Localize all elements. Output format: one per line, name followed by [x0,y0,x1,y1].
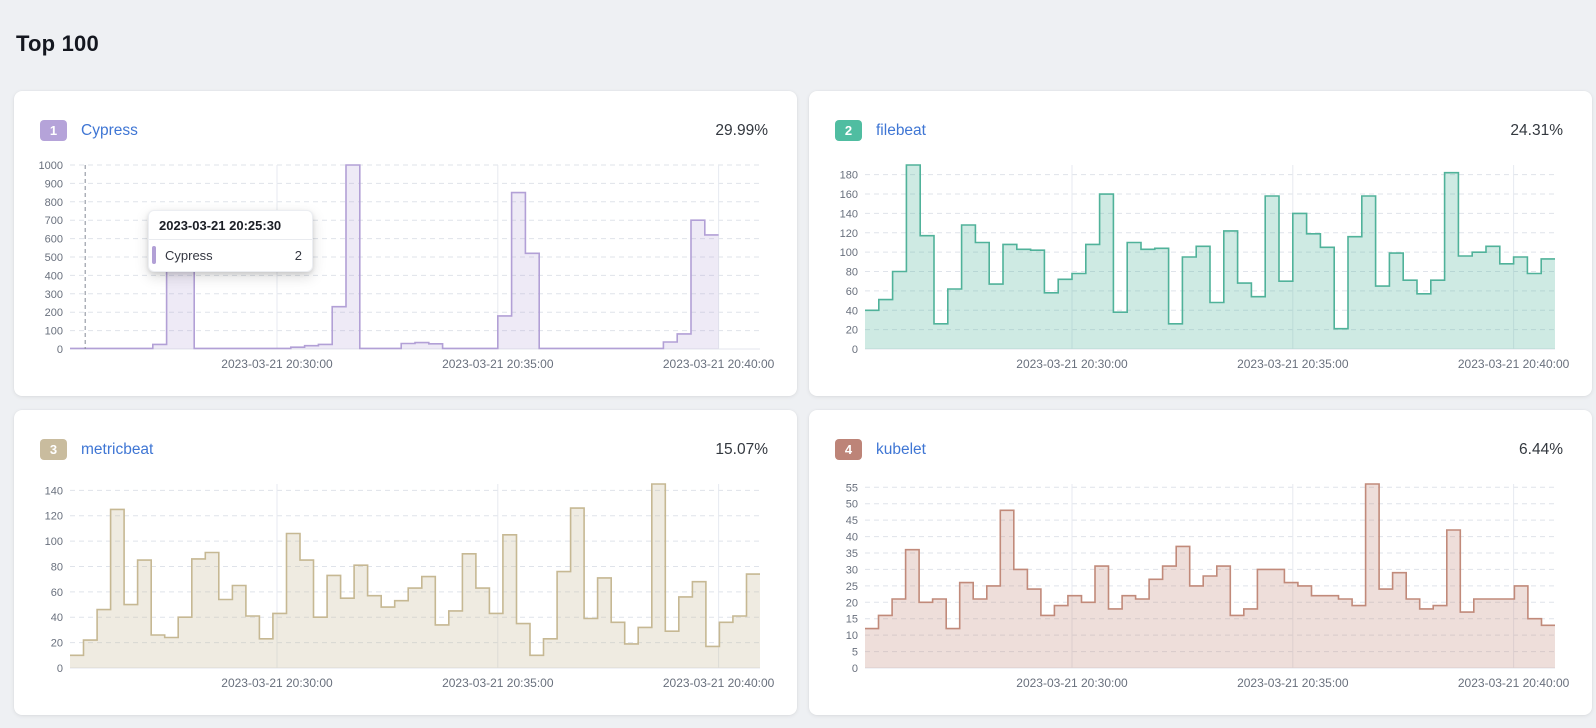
rank-badge: 2 [835,120,862,142]
y-axis-tick-label: 5 [852,647,858,659]
y-axis-tick-label: 600 [45,234,63,246]
tooltip-title: 2023-03-21 20:25:30 [149,211,312,241]
y-axis-tick-label: 100 [45,537,63,549]
chart-canvas-filebeat[interactable]: 0 20 40 60 80 100 120 140 160 180 2023-03-21 20:30… [819,151,1574,381]
x-axis-tick-label: 2023-03-21 20:35:00 [442,676,554,690]
y-axis-tick-label: 120 [45,511,63,523]
chart-canvas-kubelet[interactable]: 0 5 10 15 20 25 30 35 40 45 50 55 2023-03-21 20:30:0… [819,470,1574,700]
y-axis-tick-label: 80 [846,267,858,279]
y-axis-tick-label: 20 [51,638,63,650]
y-axis-tick-label: 400 [45,271,63,283]
y-axis-tick-label: 55 [846,483,858,495]
y-axis-tick-label: 80 [51,562,63,574]
y-axis-tick-label: 20 [846,598,858,610]
y-axis-tick-label: 1000 [39,160,63,172]
rank-badge: 1 [40,120,67,142]
y-axis-tick-label: 40 [846,306,858,318]
y-axis-tick-label: 50 [846,499,858,511]
chart-canvas-cypress[interactable]: 0 100 200 300 400 500 600 700 800 900 1000 2023-03-… [24,151,779,381]
y-axis-tick-label: 140 [840,209,858,221]
series-line [865,164,1555,330]
y-axis-tick-label: 15 [846,614,858,626]
chart-tooltip: 2023-03-21 20:25:30 Cypress 2 [148,210,313,273]
x-axis-tick-label: 2023-03-21 20:30:00 [221,676,333,690]
y-axis-tick-label: 100 [840,248,858,260]
x-axis-tick-label: 2023-03-21 20:40:00 [1458,357,1570,371]
y-axis-tick-label: 30 [846,565,858,577]
y-axis-tick-label: 500 [45,252,63,264]
series-line [70,164,719,350]
percent-value: 29.99% [715,121,768,139]
series-link-kubelet[interactable]: kubelet [876,440,926,458]
x-axis-tick-label: 2023-03-21 20:40:00 [663,357,775,371]
page-title: Top 100 [16,30,99,56]
percent-value: 24.31% [1510,121,1563,139]
x-axis-tick-label: 2023-03-21 20:35:00 [1237,357,1349,371]
percent-value: 15.07% [715,440,768,458]
percent-value: 6.44% [1519,440,1563,458]
card-header: 1 Cypress 29.99% [14,91,797,142]
y-axis-tick-label: 160 [840,190,858,202]
y-axis-tick-label: 20 [846,325,858,337]
x-axis-tick-label: 2023-03-21 20:30:00 [221,357,333,371]
x-axis-tick-label: 2023-03-21 20:40:00 [663,676,775,690]
y-axis-tick-label: 60 [846,286,858,298]
y-axis-tick-label: 800 [45,197,63,209]
y-axis-tick-label: 0 [852,663,858,675]
tooltip-series-label: Cypress [165,247,213,263]
y-axis-tick-label: 60 [51,587,63,599]
y-axis-tick-label: 40 [846,532,858,544]
card-header: 4 kubelet 6.44% [809,410,1592,461]
x-axis-tick-label: 2023-03-21 20:35:00 [442,357,554,371]
rank-badge: 3 [40,439,67,461]
card-filebeat: 2 filebeat 24.31% 0 20 40 60 80 100 120 140 160 1… [809,91,1592,397]
cards-grid: 1 Cypress 29.99% 0 100 200 300 400 500 600 700 8… [0,91,1596,716]
y-axis-tick-label: 140 [45,486,63,498]
series-line [70,483,760,657]
y-axis-tick-label: 10 [846,631,858,643]
x-axis-tick-label: 2023-03-21 20:30:00 [1016,357,1128,371]
y-axis-tick-label: 120 [840,228,858,240]
card-kubelet: 4 kubelet 6.44% 0 5 10 15 20 25 30 35 40 45 50 55 20… [809,410,1592,716]
y-axis-tick-label: 300 [45,289,63,301]
series-link-metricbeat[interactable]: metricbeat [81,440,154,458]
card-header: 3 metricbeat 15.07% [14,410,797,461]
series-line [865,483,1555,630]
y-axis-tick-label: 180 [840,170,858,182]
y-axis-tick-label: 0 [57,663,63,675]
y-axis-tick-label: 25 [846,581,858,593]
tooltip-row: Cypress 2 [149,240,312,271]
x-axis-tick-label: 2023-03-21 20:35:00 [1237,676,1349,690]
y-axis-tick-label: 900 [45,179,63,191]
y-axis-tick-label: 0 [57,344,63,356]
tooltip-series-marker [152,246,156,265]
y-axis-tick-label: 700 [45,216,63,228]
y-axis-tick-label: 200 [45,308,63,320]
card-metricbeat: 3 metricbeat 15.07% 0 20 40 60 80 100 120 140 20… [14,410,797,716]
card-cypress: 1 Cypress 29.99% 0 100 200 300 400 500 600 700 8… [14,91,797,397]
x-axis-tick-label: 2023-03-21 20:40:00 [1458,676,1570,690]
chart-canvas-metricbeat[interactable]: 0 20 40 60 80 100 120 140 2023-03-21 20:30:00 202… [24,470,779,700]
y-axis-tick-label: 40 [51,613,63,625]
rank-badge: 4 [835,439,862,461]
y-axis-tick-label: 45 [846,516,858,528]
y-axis-tick-label: 100 [45,326,63,338]
y-axis-tick-label: 35 [846,548,858,560]
series-link-filebeat[interactable]: filebeat [876,121,926,139]
y-axis-tick-label: 0 [852,344,858,356]
x-axis-tick-label: 2023-03-21 20:30:00 [1016,676,1128,690]
card-header: 2 filebeat 24.31% [809,91,1592,142]
series-area [70,484,760,669]
series-link-cypress[interactable]: Cypress [81,121,138,139]
tooltip-series-value: 2 [294,247,302,263]
